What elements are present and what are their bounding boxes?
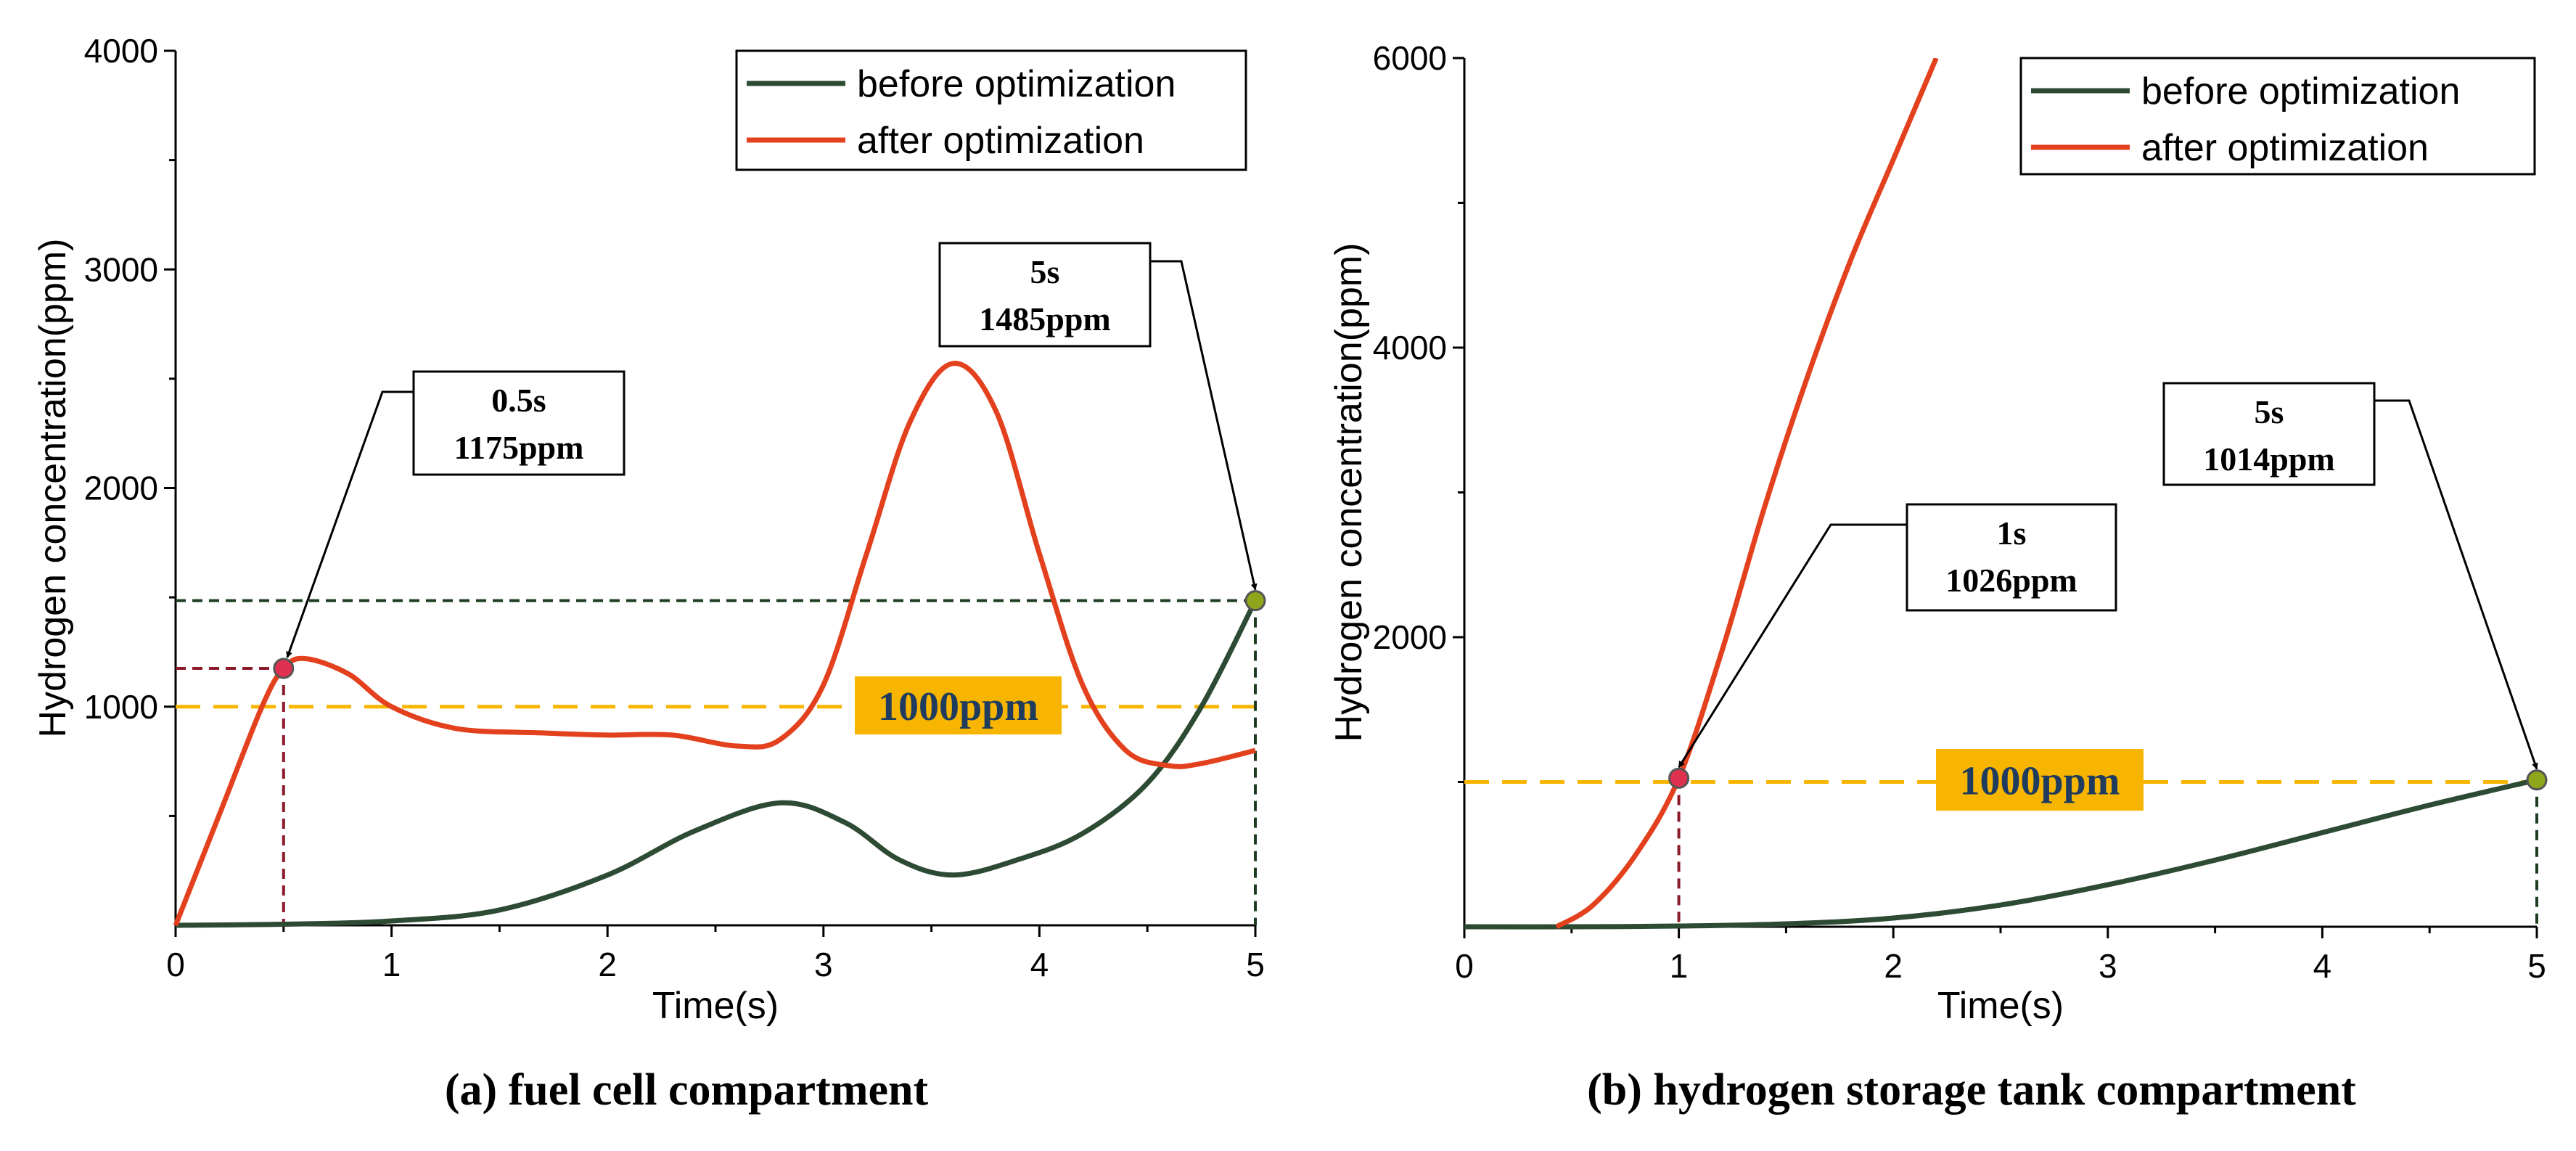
after-optimization-line [173, 361, 1256, 927]
y-axis-label: Hydrogen concentration(ppm) [1328, 243, 1370, 742]
threshold-label-box [1936, 749, 2144, 811]
annotation-arrow [1678, 523, 1907, 769]
y-axis-label: Hydrogen concentration(ppm) [32, 239, 74, 738]
annotation-box [938, 242, 1152, 348]
y-tick-label: 2000 [1373, 618, 1447, 656]
annotation-arrow [286, 390, 414, 658]
annotation-marker [273, 658, 295, 679]
y-tick-label: 1000 [84, 688, 158, 726]
annotation-time: 0.5s [491, 382, 546, 419]
before-optimization-line [1464, 777, 2538, 930]
annotation-box [412, 370, 625, 476]
y-tick-label: 4000 [1373, 329, 1447, 366]
y-tick-label: 4000 [84, 32, 158, 70]
x-tick-label: 2 [1884, 947, 1903, 985]
panel-caption: (a) fuel cell compartment [445, 1065, 929, 1115]
before-optimization-line [175, 599, 1258, 928]
legend-label: after optimization [2141, 127, 2429, 169]
legend-box [2019, 57, 2536, 176]
panel-caption: (b) hydrogen storage tank compartment [1587, 1065, 2356, 1115]
y-tick-label: 6000 [1373, 39, 1447, 77]
annotation-box [1906, 503, 2117, 612]
threshold-label-box [855, 676, 1062, 734]
panel-b-storage-tank: 0 1 2 3 4 5 2000 4000 6000 Time(s) Hydrogen concen… [1328, 39, 2548, 1115]
x-tick-label: 0 [166, 946, 185, 983]
legend-box [735, 49, 1247, 171]
legend-label: before optimization [2141, 70, 2460, 112]
annotation-value: 1485ppm [979, 300, 1110, 337]
x-tick-label: 2 [598, 946, 617, 983]
x-tick-label: 1 [1670, 947, 1689, 985]
x-tick-label: 3 [814, 946, 833, 983]
y-tick-label: 2000 [84, 470, 158, 507]
legend-label: after optimization [857, 120, 1144, 162]
x-tick-label: 4 [2313, 947, 2332, 985]
threshold-label: 1000ppm [878, 684, 1038, 729]
annotation-value: 1026ppm [1945, 562, 2077, 599]
x-tick-label: 3 [2099, 947, 2117, 985]
x-tick-label: 1 [382, 946, 401, 983]
annotation-box [2162, 382, 2376, 486]
legend-label: before optimization [857, 63, 1176, 105]
annotation-arrow [2374, 399, 2538, 770]
annotation-marker [1668, 767, 1690, 789]
annotation-time: 1s [1997, 515, 2027, 552]
annotation-value: 1014ppm [2203, 441, 2334, 478]
panel-a-fuel-cell: 0 1 2 3 4 5 1000 2000 3000 4000 Time(s) Hydrogen co… [32, 32, 1266, 1115]
after-optimization-line [1555, 58, 1939, 930]
x-axis-label: Time(s) [652, 985, 779, 1027]
y-tick-label: 3000 [84, 250, 158, 288]
annotation-marker [1244, 590, 1266, 612]
x-tick-label: 0 [1455, 947, 1474, 985]
x-axis-label: Time(s) [1937, 985, 2064, 1027]
annotation-time: 5s [2255, 393, 2284, 430]
annotation-time: 5s [1030, 253, 1060, 290]
x-tick-label: 4 [1030, 946, 1049, 983]
annotation-arrow [1150, 260, 1258, 591]
x-tick-label: 5 [2527, 947, 2546, 985]
x-tick-label: 5 [1246, 946, 1265, 983]
annotation-marker [2526, 769, 2548, 791]
annotation-value: 1175ppm [454, 429, 584, 466]
threshold-label: 1000ppm [1960, 759, 2120, 804]
